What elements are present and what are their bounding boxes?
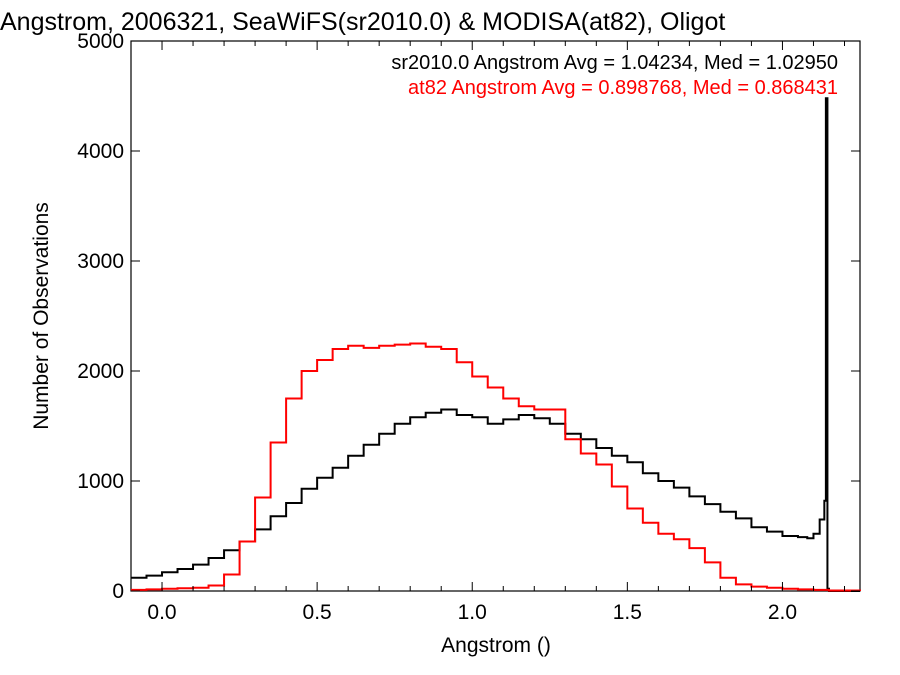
y-tick-label: 1000: [77, 470, 124, 493]
y-tick-label: 2000: [77, 360, 124, 383]
chart-title: Angstrom, 2006321, SeaWiFS(sr2010.0) & M…: [0, 8, 725, 36]
y-tick-label: 0: [112, 580, 124, 603]
stats-annotations: sr2010.0 Angstrom Avg = 1.04234, Med = 1…: [391, 52, 838, 99]
plot-frame: [130, 40, 861, 592]
stats-annotation: sr2010.0 Angstrom Avg = 1.04234, Med = 1…: [391, 52, 838, 74]
x-axis: 0.0 0.5 1.0 1.5 2.0: [147, 41, 845, 624]
y-tick-label: 5000: [77, 30, 124, 53]
x-tick-label: 0.5: [303, 601, 332, 624]
x-tick-label: 1.0: [458, 601, 487, 624]
y-tick-label: 3000: [77, 250, 124, 273]
x-tick-label: 2.0: [768, 601, 797, 624]
y-axis: 0 1000 2000 3000 4000 5000: [77, 30, 860, 603]
x-tick-label: 1.5: [613, 601, 642, 624]
series-line-at82: [131, 342, 861, 592]
y-tick-label: 4000: [77, 140, 124, 163]
x-axis-label: Angstrom (): [441, 634, 551, 657]
stats-annotation: at82 Angstrom Avg = 0.898768, Med = 0.86…: [408, 77, 838, 99]
y-axis-label: Number of Observations: [30, 202, 53, 430]
plot-area: [131, 97, 861, 592]
series-line-sr2010.0: [131, 97, 860, 592]
x-tick-label: 0.0: [147, 601, 176, 624]
